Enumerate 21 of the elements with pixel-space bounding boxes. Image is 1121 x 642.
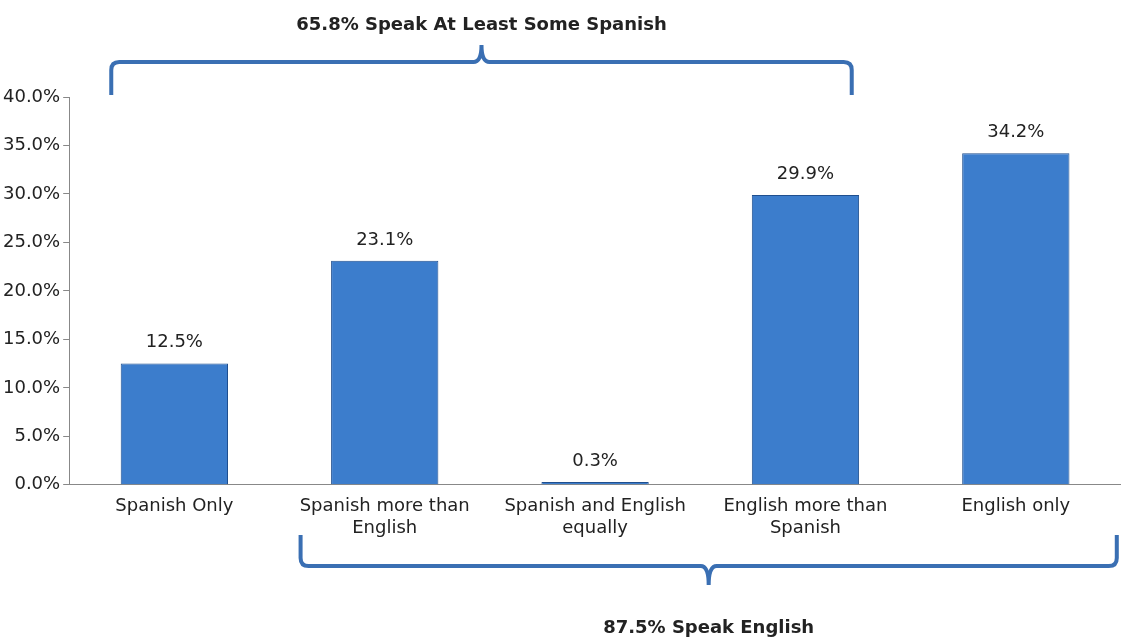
data-label: 23.1% bbox=[356, 227, 414, 249]
y-tick-label: 35.0% bbox=[2, 133, 61, 155]
y-tick-label: 0.0% bbox=[14, 472, 61, 494]
data-label: 34.2% bbox=[987, 119, 1045, 141]
y-tick-label: 30.0% bbox=[2, 181, 61, 203]
data-label: 12.5% bbox=[145, 330, 203, 352]
y-tick-label: 10.0% bbox=[2, 375, 61, 397]
y-tick-label: 5.0% bbox=[14, 424, 61, 445]
x-tick-label: Spanish more than English bbox=[299, 494, 470, 537]
text: 65.8% Speak At Least Some Spanish bbox=[296, 12, 667, 34]
data-label: 0.3% bbox=[572, 448, 618, 470]
x-tick-label: English more than Spanish bbox=[723, 494, 888, 537]
data-label: 29.9% bbox=[776, 161, 835, 183]
x-tick-label: Spanish Only bbox=[115, 494, 234, 516]
y-tick-label: 25.0% bbox=[2, 230, 61, 252]
x-tick-label: Spanish and English equally bbox=[504, 494, 686, 537]
x-tick-label: English only bbox=[961, 494, 1071, 516]
text: 87.5% Speak English bbox=[603, 615, 815, 637]
y-tick-label: 20.0% bbox=[2, 278, 61, 300]
y-tick-label: 40.0% bbox=[2, 84, 61, 106]
y-tick-label: 15.0% bbox=[2, 327, 61, 349]
